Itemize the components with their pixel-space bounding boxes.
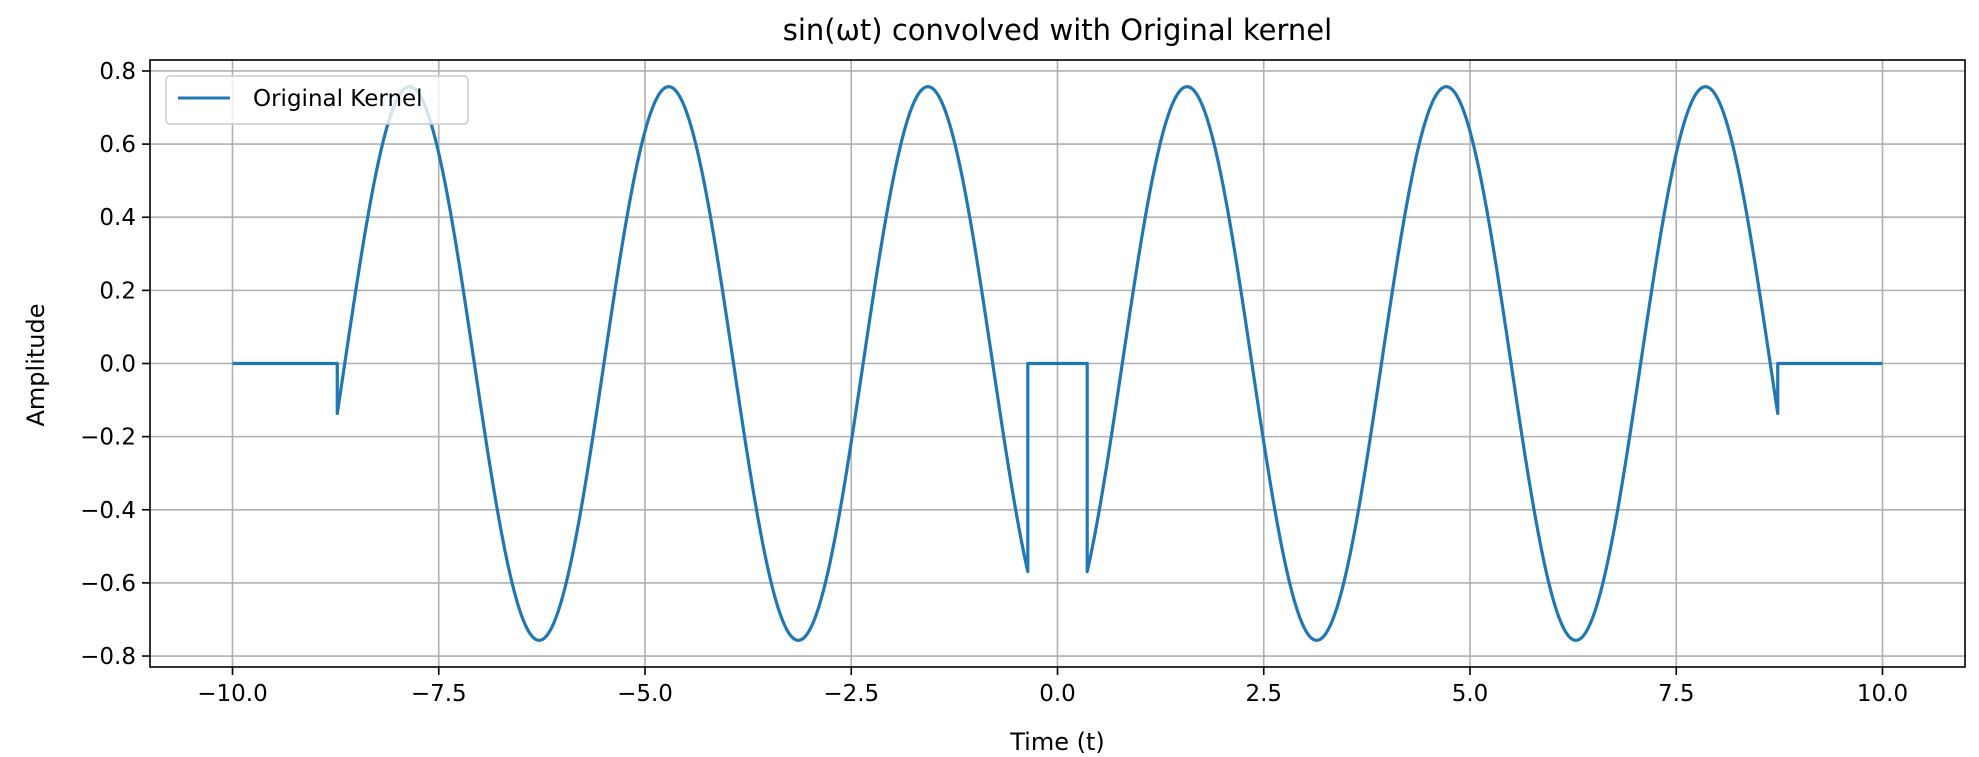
y-tick-label: −0.8 [80, 644, 136, 670]
tick-layer: −10.0 −7.5 −5.0 −2.5 0.0 2.5 5.0 7.5 10.0 −0.8 −0.… [80, 59, 1908, 707]
y-tick-label: −0.6 [80, 571, 136, 597]
x-tick-label: 5.0 [1452, 681, 1489, 707]
y-tick-label: 0.8 [99, 59, 136, 85]
y-tick-label: 0.0 [99, 352, 136, 378]
series-line-original-kernel [232, 85, 1883, 642]
x-tick-label: 7.5 [1658, 681, 1695, 707]
y-tick-label: 0.2 [99, 278, 136, 304]
y-tick-label: −0.4 [80, 498, 136, 524]
y-axis-label: Amplitude [22, 304, 50, 427]
x-tick-label: −2.5 [823, 681, 879, 707]
y-tick-label: −0.2 [80, 425, 136, 451]
plot-area [232, 85, 1883, 642]
y-tick-label: 0.4 [99, 205, 136, 231]
x-tick-label: −10.0 [197, 681, 267, 707]
y-tick-label: 0.6 [99, 132, 136, 158]
x-tick-label: 10.0 [1857, 681, 1908, 707]
x-tick-label: 2.5 [1245, 681, 1282, 707]
x-tick-label: −5.0 [617, 681, 673, 707]
chart-title: sin(ωt) convolved with Original kernel [783, 13, 1332, 47]
legend: Original Kernel [165, 75, 469, 125]
x-tick-label: 0.0 [1039, 681, 1076, 707]
legend-box [165, 75, 469, 125]
x-tick-label: −7.5 [411, 681, 467, 707]
legend-label: Original Kernel [253, 86, 423, 112]
x-axis-label: Time (t) [1009, 728, 1105, 756]
